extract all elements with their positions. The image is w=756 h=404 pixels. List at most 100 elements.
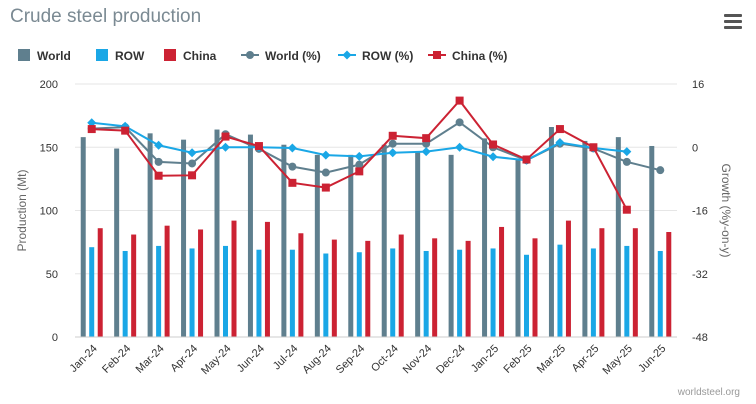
bar-world (181, 139, 187, 337)
bar-world (281, 144, 287, 337)
y-tick-label: 150 (40, 142, 58, 154)
legend-label: China (183, 49, 217, 63)
point-row (87, 118, 97, 128)
bar-world (582, 140, 588, 337)
point-china (288, 178, 297, 187)
point-china (489, 140, 498, 149)
bar-row (156, 245, 162, 337)
legend-item-world[interactable]: World (%) (241, 49, 321, 63)
legend-label: World (37, 49, 71, 63)
legend-item-row[interactable]: ROW (%) (338, 49, 413, 63)
y-axis-title: Production (Mt) (15, 169, 29, 251)
x-tick-label: Jun-24 (235, 343, 267, 375)
bar-world (548, 127, 554, 337)
point-china (321, 183, 330, 192)
line-series (87, 96, 665, 214)
bar-china (298, 233, 304, 337)
legend-label: ROW (115, 49, 145, 63)
bar-row (289, 249, 295, 337)
bar-row (457, 249, 463, 337)
point-row (354, 151, 364, 161)
bar-world (515, 159, 521, 337)
x-tick-label: Oct-24 (369, 343, 401, 375)
bar-row (323, 253, 329, 337)
bar-world (314, 154, 320, 337)
point-world (622, 157, 631, 166)
legend[interactable]: World ROW China World (%) ROW (%) China (%) (18, 49, 507, 63)
point-row (488, 152, 498, 162)
bar-row (557, 244, 563, 337)
bar-series (80, 127, 672, 337)
bar-china (465, 240, 471, 337)
point-row (287, 143, 297, 153)
bar-world (348, 154, 354, 337)
point-world (288, 162, 297, 171)
bar-row (657, 250, 663, 337)
point-row (154, 140, 164, 150)
hamburger-menu-icon[interactable] (724, 14, 742, 29)
point-china (221, 132, 230, 141)
bar-world (147, 133, 153, 337)
bar-world (415, 151, 421, 337)
point-world (656, 166, 665, 175)
x-tick-label: Apr-25 (570, 343, 602, 375)
legend-label: World (%) (265, 49, 321, 63)
x-tick-label: Jan-25 (469, 343, 501, 375)
bar-row (89, 247, 95, 337)
bar-world (615, 137, 621, 337)
point-china (422, 134, 431, 143)
point-china (622, 205, 631, 214)
bar-china (599, 228, 605, 337)
y-tick-label: 0 (52, 332, 58, 344)
bar-china (365, 240, 371, 337)
legend-marker (342, 50, 352, 60)
point-row (321, 150, 331, 160)
y2-tick-label: -48 (692, 332, 708, 344)
bar-row (590, 248, 596, 337)
point-world (321, 168, 330, 177)
x-tick-label: May-24 (199, 343, 233, 377)
bar-china (666, 232, 672, 337)
point-row (555, 138, 565, 148)
legend-label: ROW (%) (362, 49, 413, 63)
bar-china (499, 226, 505, 337)
point-china (589, 143, 598, 152)
legend-item-china[interactable]: China (%) (428, 49, 507, 63)
chart-title: Crude steel production (10, 6, 202, 27)
bar-row (189, 248, 195, 337)
legend-item-row[interactable]: ROW (96, 49, 145, 63)
x-tick-label: Aug-24 (300, 343, 334, 377)
bar-world (247, 134, 253, 337)
point-china (121, 126, 130, 135)
x-tick-label: Feb-25 (501, 343, 534, 376)
legend-item-world[interactable]: World (18, 49, 71, 63)
bar-china (164, 225, 170, 337)
bar-china (432, 238, 438, 337)
point-china (355, 167, 364, 176)
x-tick-label: Mar-25 (535, 343, 568, 376)
point-china (154, 171, 163, 180)
bar-row (390, 248, 396, 337)
legend-label: China (%) (452, 49, 507, 63)
legend-item-china[interactable]: China (164, 49, 217, 63)
bar-china (198, 229, 204, 337)
credits-text[interactable]: worldsteel.org (677, 387, 740, 398)
y2-tick-label: -16 (692, 206, 708, 218)
point-row (622, 147, 632, 157)
bar-world (482, 138, 488, 337)
bar-world (214, 129, 220, 337)
bar-china (264, 221, 270, 337)
bar-china (632, 228, 638, 337)
point-china (522, 155, 531, 164)
bar-world (114, 148, 120, 337)
point-world (455, 118, 464, 127)
x-tick-label: Sep-24 (334, 343, 368, 377)
x-tick-label: Nov-24 (401, 343, 435, 377)
x-tick-label: Apr-24 (168, 343, 200, 375)
bar-row (524, 254, 529, 337)
point-china (455, 96, 464, 105)
point-row (388, 148, 398, 158)
point-world (154, 157, 163, 166)
legend-marker (246, 51, 254, 59)
